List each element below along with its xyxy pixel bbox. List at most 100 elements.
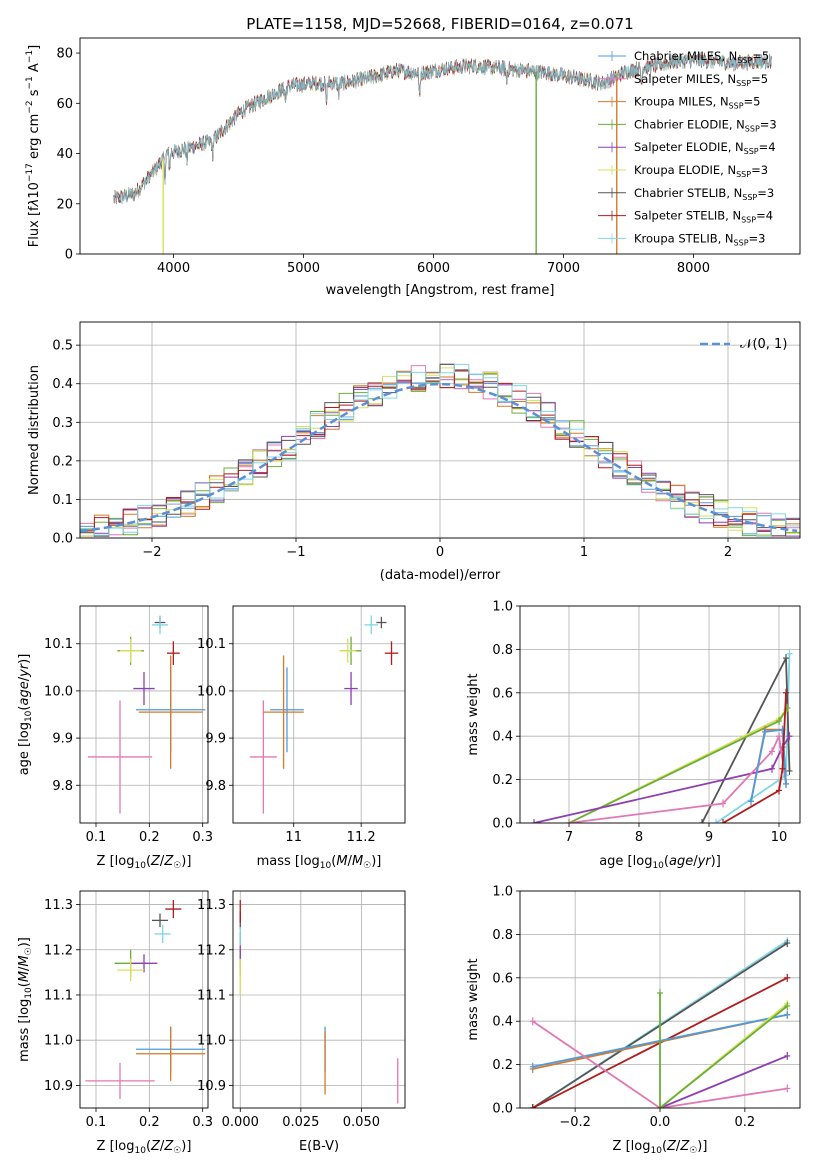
- y-tick-label: 0.5: [52, 339, 73, 354]
- y-tick-label: 0.8: [492, 643, 513, 658]
- age-vs-Z-frame: [79, 605, 209, 824]
- weight-vs-age-frame: [519, 605, 801, 824]
- x-tick-label: 0.1: [86, 830, 107, 845]
- x-axis-label: wavelength [Angstrom, rest frame]: [326, 283, 555, 298]
- x-tick-label: 11.2: [347, 830, 376, 845]
- y-tick-label: 0.0: [492, 1102, 513, 1117]
- y-tick-label: 0.2: [492, 1058, 513, 1073]
- mass-vs-EBV-frame: [232, 890, 406, 1109]
- weight-line: [750, 728, 787, 802]
- x-tick-label: 0: [436, 545, 444, 560]
- age-vs-Z-axes: 0.1 0.2 0.3 9.8 9.9 10.0 10.1: [44, 606, 213, 845]
- x-tick-label: 8: [635, 830, 643, 845]
- age-vs-mass-frame: [232, 605, 406, 824]
- legend-entry: Chabrier STELIB, NSSP=3: [634, 186, 774, 202]
- weight-line: [533, 735, 791, 823]
- histogram-series: [80, 363, 800, 537]
- y-axis-label: mass weight: [466, 958, 481, 1040]
- y-tick-label: 9.8: [205, 779, 226, 794]
- y-tick-label: 0.6: [492, 971, 513, 986]
- x-tick-label: 7: [565, 830, 573, 845]
- residuals-frame: [79, 321, 801, 539]
- y-tick-label: 0.8: [492, 928, 513, 943]
- histogram-series: [80, 370, 800, 531]
- y-tick-label: 11.3: [197, 898, 226, 913]
- y-tick-label: 10.1: [44, 637, 73, 652]
- spectrum-lines: [113, 52, 772, 254]
- x-tick-label: 0.3: [192, 830, 213, 845]
- y-tick-label: 11.1: [197, 988, 226, 1003]
- mass-vs-EBV-axes: 0.000 0.025 0.050 10.9 11.0 11.1 11.2 11.3: [197, 891, 405, 1130]
- legend-entry: Kroupa STELIB, NSSP=3: [634, 231, 765, 247]
- mass-vs-Z-frame: [79, 890, 209, 1109]
- x-axis-label: E(B-V): [299, 1139, 339, 1154]
- y-axis-label: age [log10(age/yr)]: [17, 654, 34, 776]
- legend-entry: Salpeter STELIB, NSSP=4: [634, 209, 773, 225]
- x-tick-label: 4000: [157, 261, 190, 276]
- x-axis-label: Z [log10(Z/Z☉)]: [613, 1139, 708, 1156]
- y-tick-label: 10.0: [44, 684, 73, 699]
- x-tick-label: −1: [286, 545, 305, 560]
- y-tick-label: 11.0: [44, 1034, 73, 1049]
- y-tick-label: 0.4: [52, 377, 73, 392]
- y-axis-label: Normed distribution: [27, 365, 42, 495]
- x-tick-label: 0.0: [650, 1115, 671, 1130]
- x-tick-label: 9: [705, 830, 713, 845]
- y-tick-label: 0.1: [52, 493, 73, 508]
- residuals-axes: −2 −1 0 1 2 0.0 0.1 0.2 0.3 0.4 0.5: [52, 322, 800, 560]
- weight-vs-age-series: [531, 649, 793, 823]
- y-axis-label: mass [log10(M/M☉)]: [17, 937, 34, 1062]
- x-tick-label: 10: [771, 830, 788, 845]
- weight-line: [659, 1055, 788, 1108]
- y-tick-label: 0.4: [492, 730, 513, 745]
- y-tick-label: 10.1: [197, 637, 226, 652]
- mass-vs-Z-axes: 0.1 0.2 0.3 10.9 11.0 11.1 11.2 11.3: [44, 891, 213, 1130]
- spectrum-series: [113, 52, 772, 204]
- weight-vs-Z-series: [529, 936, 791, 1108]
- figure-title: PLATE=1158, MJD=52668, FIBERID=0164, z=0…: [246, 15, 633, 33]
- mass-vs-Z-points: [85, 900, 206, 1099]
- spectrum-axes: 4000 5000 6000 7000 8000 0 20 40 60 80: [56, 47, 710, 276]
- y-tick-label: 11.0: [197, 1034, 226, 1049]
- x-tick-label: 8000: [677, 261, 710, 276]
- y-tick-label: 60: [56, 97, 73, 112]
- weight-line: [722, 692, 787, 823]
- y-tick-label: 0.2: [52, 454, 73, 469]
- y-axis-label: mass weight: [466, 673, 481, 755]
- x-tick-label: 0.3: [192, 1115, 213, 1130]
- x-axis-label: (data-model)/error: [380, 568, 501, 583]
- x-tick-label: 0.050: [343, 1115, 380, 1130]
- x-tick-label: 6000: [417, 261, 450, 276]
- y-tick-label: 10.0: [197, 684, 226, 699]
- y-axis-label: Flux [fλ10−17 erg cm−2 s−1 A−1]: [25, 45, 42, 247]
- spectrum-frame: [79, 37, 801, 255]
- x-tick-label: 0.2: [735, 1115, 756, 1130]
- x-tick-label: −0.2: [559, 1115, 591, 1130]
- x-tick-label: 2: [724, 545, 732, 560]
- x-tick-label: 0.2: [139, 1115, 160, 1130]
- normal-reference-curve: [80, 382, 798, 533]
- legend-entry: 𝒩(0, 1): [740, 337, 787, 352]
- y-tick-label: 0: [65, 248, 73, 263]
- age-vs-Z-points: [88, 615, 206, 814]
- y-tick-label: 10.9: [44, 1079, 73, 1094]
- x-tick-label: 11: [285, 830, 302, 845]
- y-tick-label: 0.3: [52, 416, 73, 431]
- y-tick-label: 9.9: [52, 732, 73, 747]
- y-tick-label: 1.0: [492, 600, 513, 615]
- y-tick-label: 40: [56, 147, 73, 162]
- mass-vs-EBV-points: [239, 900, 399, 1104]
- x-tick-label: −2: [142, 545, 161, 560]
- x-axis-label: Z [log10(Z/Z☉)]: [97, 854, 192, 871]
- y-tick-label: 11.1: [44, 988, 73, 1003]
- x-tick-label: 0.000: [222, 1115, 259, 1130]
- plot-layer: 4000 5000 6000 7000 8000020406080wavelength …: [17, 37, 801, 1156]
- y-tick-label: 11.3: [44, 898, 73, 913]
- y-tick-label: 10.9: [197, 1079, 226, 1094]
- y-tick-label: 80: [56, 47, 73, 62]
- x-tick-label: 5000: [287, 261, 320, 276]
- legend-entry: Kroupa MILES, NSSP=5: [634, 95, 760, 111]
- residual-histograms: [80, 363, 800, 537]
- y-tick-label: 0.0: [492, 817, 513, 832]
